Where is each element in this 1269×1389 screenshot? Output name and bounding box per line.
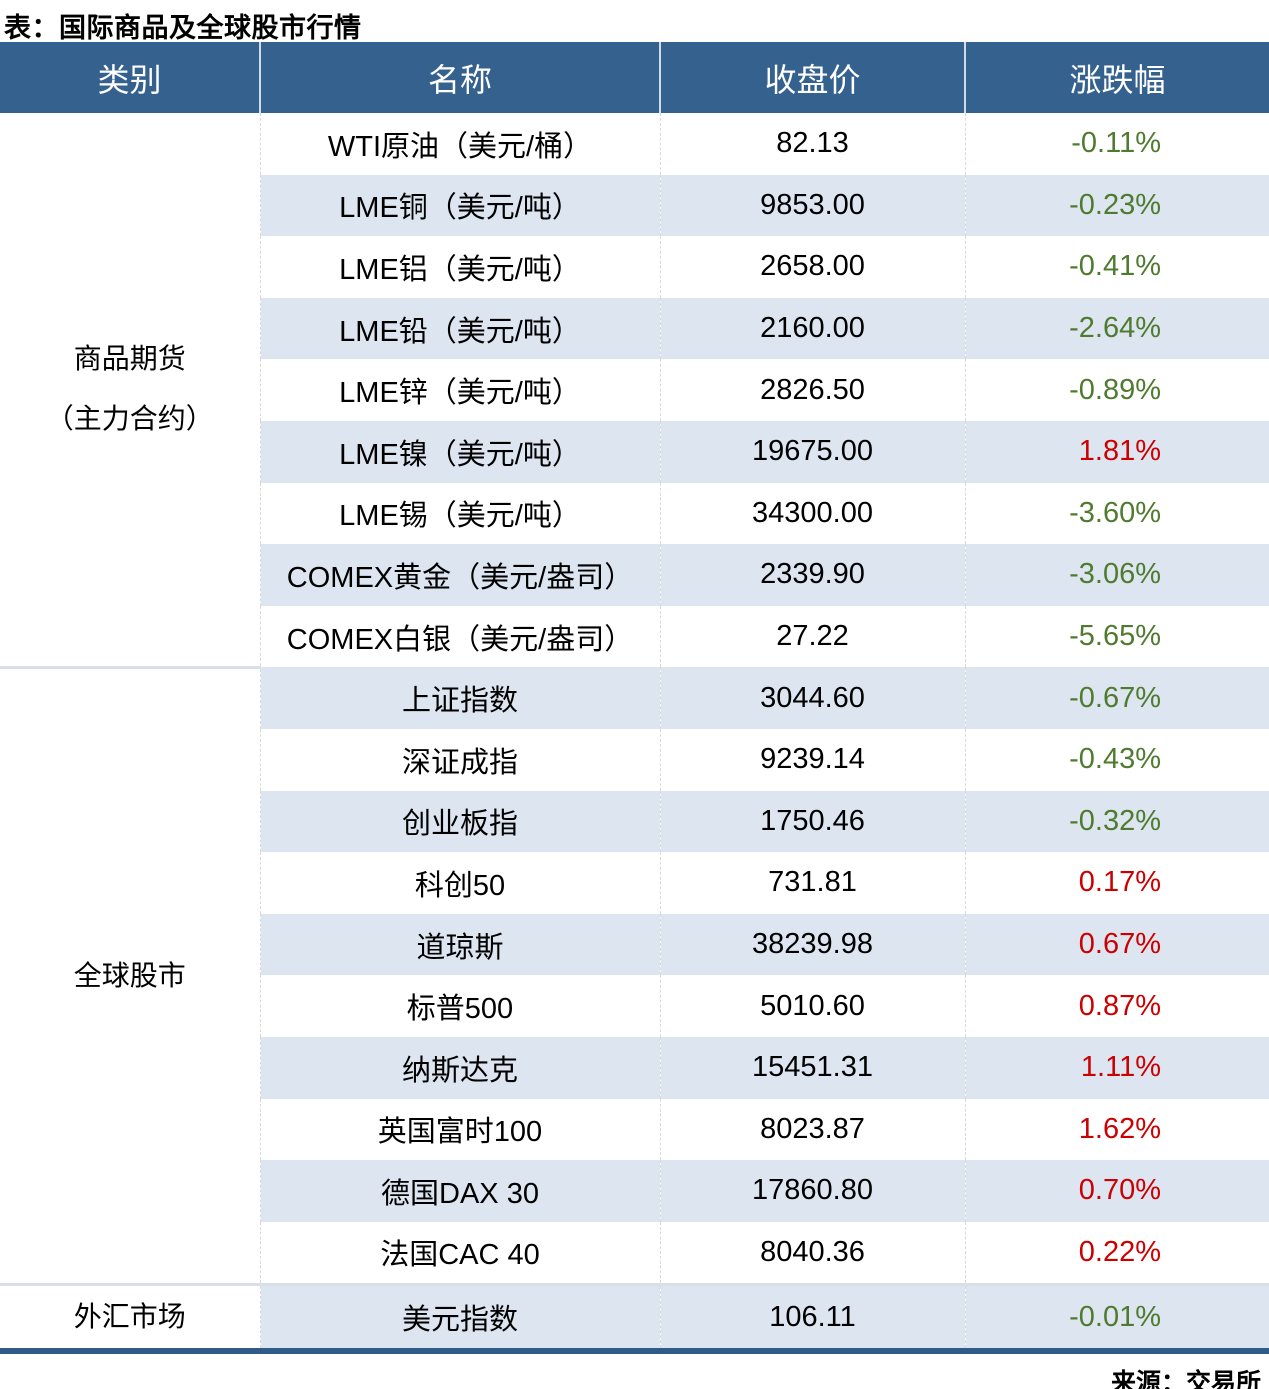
change-percent-cell: -0.43% <box>964 728 1269 791</box>
table-row: 英国富时100 8023.87 1.62% <box>0 1098 1269 1161</box>
change-percent-cell: -0.01% <box>964 1283 1269 1351</box>
change-percent-cell: 0.70% <box>964 1160 1269 1222</box>
name-cell: LME铝（美元/吨） <box>259 236 660 298</box>
change-percent-cell: -0.89% <box>964 359 1269 421</box>
close-price-cell: 17860.80 <box>659 1160 965 1222</box>
close-price-cell: 9853.00 <box>659 174 965 237</box>
change-percent-cell: 0.67% <box>964 913 1269 976</box>
table-row: LME锡（美元/吨） 34300.00 -3.60% <box>0 482 1269 545</box>
table-header: 类别 名称 收盘价 涨跌幅 <box>0 42 1269 113</box>
close-price-cell: 19675.00 <box>659 420 965 483</box>
name-cell: 美元指数 <box>259 1283 660 1351</box>
name-cell: 道琼斯 <box>259 913 660 976</box>
category-cell: 外汇市场 <box>0 1283 260 1351</box>
table-row: 纳斯达克 15451.31 1.11% <box>0 1036 1269 1099</box>
close-price-cell: 106.11 <box>659 1283 965 1351</box>
name-cell: 上证指数 <box>259 667 660 729</box>
change-percent-cell: -0.23% <box>964 174 1269 237</box>
col-header-close: 收盘价 <box>659 42 965 113</box>
table-row: LME铅（美元/吨） 2160.00 -2.64% <box>0 297 1269 360</box>
close-price-cell: 731.81 <box>659 852 965 914</box>
name-cell: 科创50 <box>259 852 660 914</box>
close-price-cell: 9239.14 <box>659 728 965 791</box>
name-cell: COMEX白银（美元/盎司） <box>259 605 660 668</box>
close-price-cell: 1750.46 <box>659 790 965 853</box>
change-percent-cell: 0.87% <box>964 975 1269 1037</box>
name-cell: 创业板指 <box>259 790 660 853</box>
table-row: 标普500 5010.60 0.87% <box>0 975 1269 1037</box>
close-price-cell: 27.22 <box>659 605 965 668</box>
table-row: COMEX黄金（美元/盎司） 2339.90 -3.06% <box>0 544 1269 606</box>
quotes-table: 类别 名称 收盘价 涨跌幅 商品期货 （主力合约） WTI原油（美元/桶） 82.13… <box>0 42 1269 1354</box>
name-cell: LME铜（美元/吨） <box>259 174 660 237</box>
category-line: （主力合约） <box>45 403 214 435</box>
page-title: 表：国际商品及全球股市行情 <box>4 13 362 43</box>
close-price-cell: 2339.90 <box>659 544 965 606</box>
name-cell: 德国DAX 30 <box>259 1160 660 1222</box>
change-percent-cell: -5.65% <box>964 605 1269 668</box>
table-row: 外汇市场 美元指数 106.11 -0.01% <box>0 1283 1269 1351</box>
table-row: 全球股市 上证指数 3044.60 -0.67% <box>0 665 1269 1285</box>
close-price-cell: 82.13 <box>659 113 965 175</box>
close-price-cell: 34300.00 <box>659 482 965 545</box>
close-price-cell: 15451.31 <box>659 1036 965 1099</box>
table-row: COMEX白银（美元/盎司） 27.22 -5.65% <box>0 605 1269 668</box>
change-percent-cell: 1.62% <box>964 1098 1269 1161</box>
close-price-cell: 2826.50 <box>659 359 965 421</box>
table-body: 商品期货 （主力合约） WTI原油（美元/桶） 82.13 -0.11% LME铜（美元/… <box>0 113 1269 1351</box>
category-line: 全球股市 <box>73 959 186 991</box>
close-price-cell: 8023.87 <box>659 1098 965 1161</box>
change-percent-cell: 1.11% <box>964 1036 1269 1099</box>
close-price-cell: 2658.00 <box>659 236 965 298</box>
table-row: 道琼斯 38239.98 0.67% <box>0 913 1269 976</box>
table-row: LME铜（美元/吨） 9853.00 -0.23% <box>0 174 1269 237</box>
table-row: 法国CAC 40 8040.36 0.22% <box>0 1221 1269 1285</box>
table-row: 深证成指 9239.14 -0.43% <box>0 728 1269 791</box>
change-percent-cell: -2.64% <box>964 297 1269 360</box>
name-cell: LME锡（美元/吨） <box>259 482 660 545</box>
close-price-cell: 5010.60 <box>659 975 965 1037</box>
name-cell: WTI原油（美元/桶） <box>259 113 660 175</box>
name-cell: LME镍（美元/吨） <box>259 420 660 483</box>
name-cell: 深证成指 <box>259 728 660 791</box>
col-header-change: 涨跌幅 <box>964 42 1269 113</box>
change-percent-cell: -0.32% <box>964 790 1269 853</box>
change-percent-cell: 0.22% <box>964 1221 1269 1285</box>
change-percent-cell: -0.67% <box>964 667 1269 729</box>
change-percent-cell: -3.06% <box>964 544 1269 606</box>
close-price-cell: 8040.36 <box>659 1221 965 1285</box>
name-cell: LME铅（美元/吨） <box>259 297 660 360</box>
category-cell: 全球股市 <box>0 665 260 1285</box>
name-cell: 纳斯达克 <box>259 1036 660 1099</box>
table-row: LME铝（美元/吨） 2658.00 -0.41% <box>0 236 1269 298</box>
change-percent-cell: 1.81% <box>964 420 1269 483</box>
table-row: LME锌（美元/吨） 2826.50 -0.89% <box>0 359 1269 421</box>
change-percent-cell: 0.17% <box>964 852 1269 914</box>
table-row: 德国DAX 30 17860.80 0.70% <box>0 1160 1269 1222</box>
table-row: 科创50 731.81 0.17% <box>0 852 1269 914</box>
name-cell: 标普500 <box>259 975 660 1037</box>
col-header-name: 名称 <box>259 42 660 113</box>
header-row: 类别 名称 收盘价 涨跌幅 <box>0 42 1269 113</box>
name-cell: 英国富时100 <box>259 1098 660 1161</box>
category-line: 商品期货 <box>73 343 186 375</box>
name-cell: LME锌（美元/吨） <box>259 359 660 421</box>
table-row: 商品期货 （主力合约） WTI原油（美元/桶） 82.13 -0.11% <box>0 113 1269 668</box>
category-line: 外汇市场 <box>73 1300 186 1332</box>
change-percent-cell: -0.41% <box>964 236 1269 298</box>
change-percent-cell: -0.11% <box>964 113 1269 175</box>
close-price-cell: 3044.60 <box>659 667 965 729</box>
name-cell: 法国CAC 40 <box>259 1221 660 1285</box>
source-note: 来源：交易所 <box>1110 1368 1261 1389</box>
table-row: LME镍（美元/吨） 19675.00 1.81% <box>0 420 1269 483</box>
close-price-cell: 38239.98 <box>659 913 965 976</box>
table-row: 创业板指 1750.46 -0.32% <box>0 790 1269 853</box>
name-cell: COMEX黄金（美元/盎司） <box>259 544 660 606</box>
change-percent-cell: -3.60% <box>964 482 1269 545</box>
category-cell: 商品期货 （主力合约） <box>0 113 260 668</box>
col-header-category: 类别 <box>0 42 260 113</box>
close-price-cell: 2160.00 <box>659 297 965 360</box>
